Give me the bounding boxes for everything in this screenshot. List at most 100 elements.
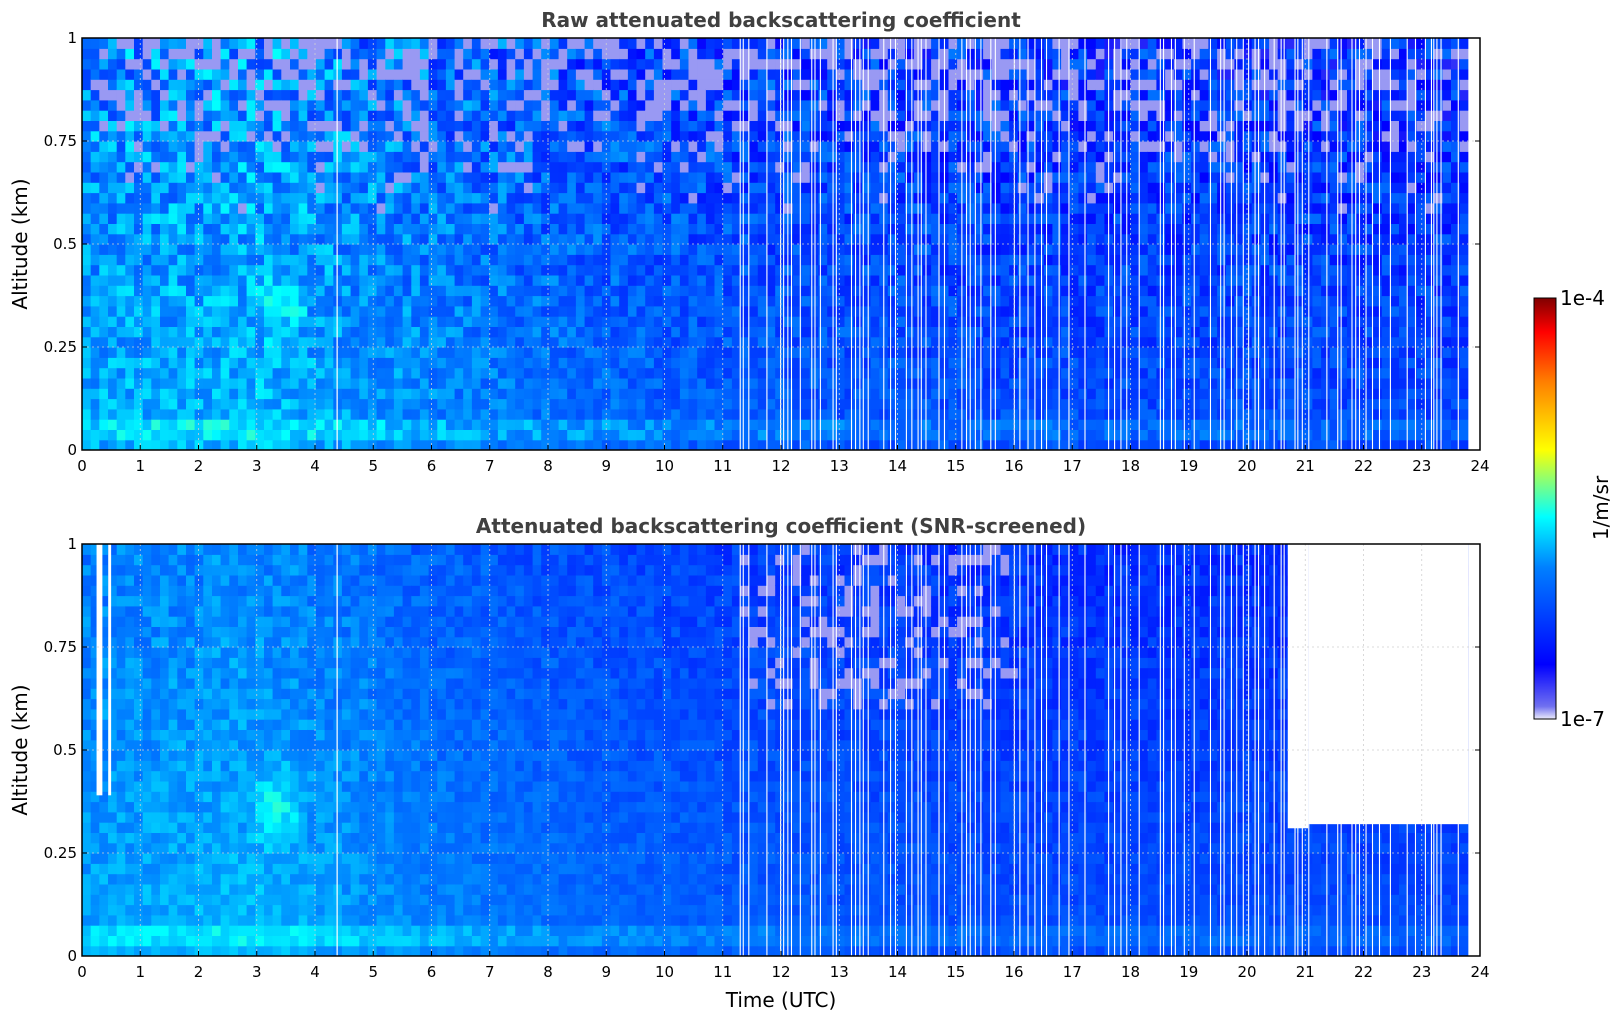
heatmap-cell: [706, 182, 715, 193]
heatmap-cell: [290, 234, 299, 245]
heatmap-cell: [550, 203, 559, 214]
heatmap-cell: [827, 48, 836, 59]
heatmap-cell: [377, 90, 386, 101]
heatmap-cell: [689, 100, 698, 111]
heatmap-cell: [195, 162, 204, 173]
heatmap-cell: [1001, 388, 1010, 399]
heatmap-cell: [836, 59, 845, 70]
heatmap-cell: [1096, 254, 1105, 265]
heatmap-cell: [247, 378, 256, 389]
heatmap-cell: [177, 306, 186, 317]
heatmap-cell: [403, 399, 412, 410]
heatmap-cell: [394, 388, 403, 399]
heatmap-cell: [758, 120, 767, 131]
heatmap-cell: [160, 399, 169, 410]
heatmap-cell: [281, 120, 290, 131]
heatmap-cell: [1148, 306, 1157, 317]
heatmap-cell: [195, 223, 204, 234]
heatmap-cell: [281, 399, 290, 410]
heatmap-cell: [264, 265, 273, 276]
heatmap-cell: [559, 306, 568, 317]
heatmap-cell: [437, 100, 446, 111]
heatmap-cell: [420, 337, 429, 348]
heatmap-cell: [203, 182, 212, 193]
heatmap-cell: [489, 429, 498, 440]
heatmap-cell: [91, 69, 100, 80]
heatmap-cell: [394, 90, 403, 101]
heatmap-cell: [637, 378, 646, 389]
heatmap-cell: [697, 306, 706, 317]
heatmap-cell: [801, 79, 810, 90]
heatmap-cell: [368, 285, 377, 296]
heatmap-cell: [411, 285, 420, 296]
heatmap-cell: [247, 275, 256, 286]
heatmap-cell: [411, 296, 420, 307]
heatmap-cell: [1078, 69, 1087, 80]
heatmap-cell: [1078, 48, 1087, 59]
heatmap-cell: [342, 151, 351, 162]
heatmap-cell: [394, 419, 403, 430]
heatmap-cell: [871, 213, 880, 224]
heatmap-cell: [871, 275, 880, 286]
heatmap-cell: [541, 234, 550, 245]
heatmap-cell: [91, 254, 100, 265]
heatmap-cell: [446, 254, 455, 265]
heatmap-cell: [177, 388, 186, 399]
heatmap-cell: [524, 429, 533, 440]
heatmap-cell: [1044, 254, 1053, 265]
heatmap-cell: [99, 151, 108, 162]
heatmap-cell: [871, 254, 880, 265]
heatmap-cell: [1070, 275, 1079, 286]
heatmap-cell: [82, 100, 91, 111]
heatmap-cell: [91, 151, 100, 162]
heatmap-cell: [403, 223, 412, 234]
heatmap-cell: [567, 419, 576, 430]
heatmap-cell: [550, 223, 559, 234]
heatmap-cell: [455, 69, 464, 80]
heatmap-cell: [134, 347, 143, 358]
heatmap-cell: [507, 203, 516, 214]
heatmap-cell: [1130, 90, 1139, 101]
heatmap-cell: [273, 100, 282, 111]
heatmap-cell: [706, 213, 715, 224]
heatmap-cell: [992, 419, 1001, 430]
heatmap-cell: [593, 296, 602, 307]
heatmap-cell: [689, 316, 698, 327]
heatmap-cell: [706, 79, 715, 90]
heatmap-cell: [238, 203, 247, 214]
heatmap-cell: [507, 254, 516, 265]
heatmap-cell: [273, 419, 282, 430]
heatmap-cell: [463, 59, 472, 70]
heatmap-cell: [195, 59, 204, 70]
heatmap-cell: [394, 234, 403, 245]
heatmap-cell: [723, 254, 732, 265]
heatmap-cell: [134, 48, 143, 59]
heatmap-cell: [758, 429, 767, 440]
heatmap-cell: [1018, 419, 1027, 430]
heatmap-cell: [177, 357, 186, 368]
heatmap-cell: [325, 388, 334, 399]
heatmap-cell: [1035, 59, 1044, 70]
heatmap-cell: [1052, 100, 1061, 111]
heatmap-cell: [585, 316, 594, 327]
heatmap-cell: [550, 213, 559, 224]
heatmap-cell: [212, 347, 221, 358]
heatmap-cell: [533, 368, 542, 379]
heatmap-cell: [541, 59, 550, 70]
heatmap-cell: [749, 203, 758, 214]
heatmap-cell: [550, 429, 559, 440]
heatmap-cell: [342, 337, 351, 348]
heatmap-cell: [1130, 440, 1139, 451]
heatmap-cell: [1078, 244, 1087, 255]
heatmap-cell: [359, 193, 368, 204]
heatmap-cell: [576, 285, 585, 296]
heatmap-cell: [836, 151, 845, 162]
heatmap-cell: [247, 388, 256, 399]
heatmap-cell: [1044, 337, 1053, 348]
heatmap-cell: [229, 378, 238, 389]
heatmap-cell: [186, 429, 195, 440]
heatmap-cell: [827, 234, 836, 245]
heatmap-cell: [420, 357, 429, 368]
heatmap-cell: [1078, 254, 1087, 265]
heatmap-cell: [1018, 69, 1027, 80]
